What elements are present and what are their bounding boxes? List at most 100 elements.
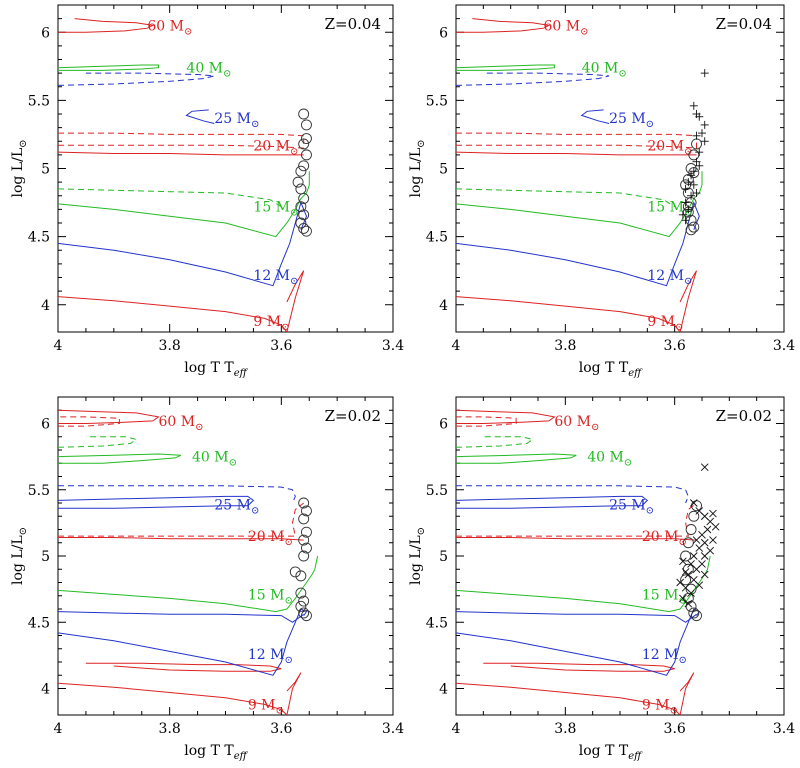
track-12-m <box>456 201 700 287</box>
track-20-m-dashed <box>58 502 305 537</box>
observed-star-plus <box>695 112 704 121</box>
observed-star-circle <box>295 217 307 229</box>
mass-label: 60 M⊙ <box>159 414 204 433</box>
observed-star-plus <box>695 148 704 157</box>
observed-star-cross <box>695 581 704 589</box>
observed-star-plus <box>698 129 706 138</box>
observed-star-circle <box>680 550 692 562</box>
x-axis-label: log T Teff <box>579 743 643 762</box>
evolutionary-tracks <box>456 409 711 715</box>
x-tick-label: 3.8 <box>554 721 576 737</box>
observed-star-circle <box>301 119 312 131</box>
observed-star-circle <box>691 610 702 622</box>
observed-star-cross <box>698 560 706 568</box>
x-tick-label: 3.4 <box>773 721 795 737</box>
observed-star-cross <box>687 589 695 597</box>
x-tick-label: 4 <box>54 338 63 354</box>
y-tick-label: 4 <box>439 682 448 698</box>
y-tick-label: 4.5 <box>28 230 50 246</box>
y-tick-label: 5 <box>439 549 448 565</box>
observed-star-circle <box>298 607 310 619</box>
observed-star-circle <box>301 225 312 237</box>
observed-star-plus <box>692 189 701 198</box>
mass-label: 60 M⊙ <box>147 18 192 37</box>
track-60-m <box>58 18 155 33</box>
observed-star-plus <box>700 120 709 129</box>
observed-star-cross <box>681 568 690 576</box>
track-20-m-dashed-upper <box>456 132 697 137</box>
observed-star-circle <box>295 165 307 177</box>
track-40-m-dashed <box>456 72 610 86</box>
plot-frame <box>57 396 394 716</box>
observed-star-circle <box>688 149 700 161</box>
track-15-m <box>58 555 319 613</box>
mass-label: 25 M⊙ <box>214 497 259 516</box>
track-12-m-upper <box>58 611 304 623</box>
y-axis-label: log L/L⊙ <box>408 527 427 585</box>
observed-star-cross <box>709 536 717 544</box>
observed-star-circle <box>680 574 692 586</box>
observed-star-circle <box>298 209 310 221</box>
x-axis-label: log T Teff <box>579 360 643 379</box>
x-tick-label: 3.8 <box>554 338 576 354</box>
plot-frame <box>57 4 394 333</box>
observed-star-cross <box>692 536 701 544</box>
track-20-m-dashed-upper <box>58 132 304 137</box>
observed-star-plus <box>687 191 696 200</box>
mass-label: 40 M⊙ <box>186 61 231 80</box>
mass-label: 25 M⊙ <box>609 497 654 516</box>
observed-star-circle <box>685 224 697 236</box>
observed-star-plus <box>692 131 701 140</box>
mass-label: 12 M⊙ <box>642 647 687 666</box>
observed-star-plus <box>692 157 701 166</box>
mass-label: 9 M⊙ <box>647 314 683 333</box>
observed-star-circle <box>301 505 312 517</box>
track-12-m-upper <box>456 611 697 623</box>
mass-label: 40 M⊙ <box>192 450 237 469</box>
track-20-m <box>456 537 697 541</box>
mass-label: 12 M⊙ <box>253 268 298 287</box>
track-15-m <box>456 171 703 238</box>
observed-star-circle <box>298 222 310 234</box>
mass-label: 25 M⊙ <box>214 111 259 130</box>
observed-star-circle <box>298 534 310 546</box>
mass-label: 60 M⊙ <box>543 18 588 37</box>
observed-star-plus <box>689 101 698 110</box>
plot-frame <box>455 396 785 716</box>
observed-star-circle <box>298 513 310 525</box>
y-tick-label: 4 <box>41 682 50 698</box>
panel-bottom-right: 4 3.8 3.6 3.4 4 4.5 5 5.5 6 log T Teff log L/L⊙ Z=0… <box>408 396 795 762</box>
track-60-m-dotted <box>456 416 517 427</box>
y-tick-label: 4.5 <box>426 230 448 246</box>
x-tick-label: 3.6 <box>270 338 292 354</box>
mass-label: 60 M⊙ <box>554 414 599 433</box>
y-tick-label: 4.5 <box>28 615 50 631</box>
y-axis-label: log L/L⊙ <box>10 527 29 585</box>
x-axis-label: log T Teff <box>184 360 248 379</box>
track-40-m-dashed <box>58 436 138 448</box>
x-tick-label: 3.4 <box>773 338 795 354</box>
observed-star-circle <box>301 133 312 144</box>
panel-top-right: 4 3.8 3.6 3.4 4 4.5 5 5.5 6 log T Teff log L/L⊙ Z=0… <box>408 4 795 379</box>
track-25-m <box>58 495 255 509</box>
metallicity-label: Z=0.02 <box>325 407 381 425</box>
track-9-m <box>58 672 302 715</box>
track-9-m <box>456 270 697 332</box>
y-tick-label: 4 <box>41 298 50 314</box>
track-20-m <box>58 151 304 156</box>
mass-label: 15 M⊙ <box>253 200 298 219</box>
x-tick-label: 3.4 <box>382 721 404 737</box>
track-20-m-dashed <box>456 502 697 537</box>
observed-star-circle <box>301 610 312 622</box>
track-40-m <box>456 453 577 464</box>
x-tick-label: 4 <box>54 721 63 737</box>
track-25-m <box>185 109 215 124</box>
track-12-m <box>58 201 308 287</box>
metallicity-label: Z=0.04 <box>325 15 381 33</box>
mass-label: 40 M⊙ <box>582 61 627 80</box>
track-60-m-dotted <box>58 416 120 427</box>
y-tick-label: 5 <box>41 162 50 178</box>
observed-star-cross <box>711 523 720 531</box>
y-axis-label: log L/L⊙ <box>10 139 29 197</box>
observed-star-circle <box>688 607 700 619</box>
